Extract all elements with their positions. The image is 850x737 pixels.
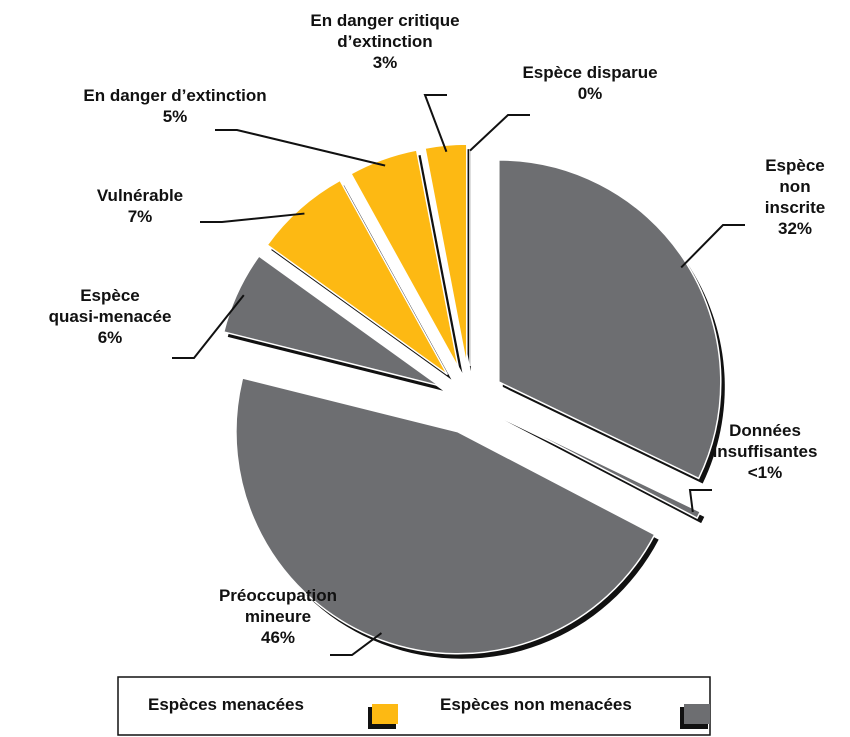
leader-line: [215, 129, 386, 167]
value-label: 6%: [97, 328, 123, 347]
slice-label: En danger critique d’extinction 3%: [310, 10, 459, 73]
legend-box: [117, 676, 711, 736]
legend-swatch: [372, 704, 398, 724]
slice: [266, 179, 449, 376]
leader-line: [200, 212, 305, 223]
legend-swatch: [684, 704, 710, 724]
leader-line: [469, 114, 530, 152]
value-label: 3%: [372, 53, 398, 72]
slice-shadow: [504, 420, 705, 524]
slice-label: Espèce non inscrite 32%: [765, 155, 825, 239]
slice: [424, 143, 468, 367]
leader-line: [172, 294, 245, 359]
legend-label: Espèces menacées: [148, 695, 304, 714]
slice: [500, 414, 702, 520]
slice-label: Espèce quasi-menacée 6%: [49, 285, 172, 348]
category-label: Espèce quasi-menacée: [48, 286, 172, 326]
category-label: Données insuffisantes: [712, 421, 818, 461]
category-label: Espèce non inscrite: [764, 156, 826, 217]
value-label: 32%: [777, 219, 813, 238]
slice-label: Vulnérable 7%: [97, 185, 183, 227]
value-label: 5%: [162, 107, 188, 126]
category-label: Espèce disparue: [522, 63, 658, 82]
leader-line: [423, 94, 448, 153]
category-label: En danger d’extinction: [83, 86, 267, 105]
slice-label: Préoccupation mineure 46%: [219, 585, 337, 648]
slice-label: En danger d’extinction 5%: [83, 85, 266, 127]
category-label: Préoccupation mineure: [218, 586, 338, 626]
slice-label: Espèce disparue 0%: [522, 62, 657, 104]
leader-line: [688, 489, 712, 513]
legend-label: Espèces non menacées: [440, 695, 632, 714]
leader-line: [680, 224, 745, 269]
slice: [222, 255, 440, 387]
value-label: 0%: [577, 84, 603, 103]
value-label: 7%: [127, 207, 153, 226]
leader-line: [330, 632, 383, 656]
slice-label: Données insuffisantes <1%: [713, 420, 818, 483]
value-label: 46%: [260, 628, 296, 647]
category-label: Vulnérable: [96, 186, 184, 205]
category-label: En danger critique d’extinction: [310, 11, 460, 51]
slice: [235, 377, 656, 655]
value-label: <1%: [747, 463, 783, 482]
slice: [498, 159, 722, 480]
slice: [349, 149, 460, 369]
